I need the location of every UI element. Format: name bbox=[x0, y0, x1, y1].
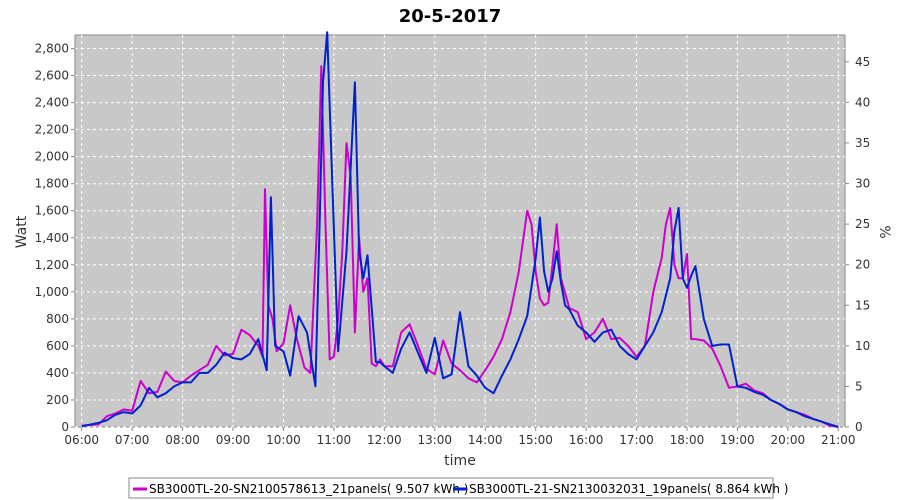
legend-box bbox=[128, 477, 774, 499]
y-tick-label: 0 bbox=[61, 420, 69, 434]
x-axis-title: time bbox=[444, 453, 476, 469]
x-tick-label: 19:00 bbox=[720, 433, 755, 447]
y2-axis: 0 5 10 15 20 25 30 35 40 45 bbox=[845, 55, 870, 434]
y2-tick-label: 25 bbox=[855, 217, 870, 231]
y-tick-label: 600 bbox=[46, 339, 69, 353]
x-tick-label: 11:00 bbox=[317, 433, 352, 447]
y-tick-label: 2,400 bbox=[35, 96, 69, 110]
y-tick-label: 2,800 bbox=[35, 42, 69, 56]
x-tick-label: 08:00 bbox=[165, 433, 200, 447]
plot-area bbox=[74, 34, 846, 428]
x-tick-label: 20:00 bbox=[771, 433, 806, 447]
y2-tick-label: 15 bbox=[855, 298, 870, 312]
y2-tick-label: 35 bbox=[855, 136, 870, 150]
x-tick-label: 18:00 bbox=[670, 433, 705, 447]
series-line-2 bbox=[81, 31, 839, 428]
y2-tick-label: 5 bbox=[855, 379, 863, 393]
y2-tick-label: 20 bbox=[855, 258, 870, 272]
grid bbox=[75, 35, 845, 428]
x-axis: 06:00 07:00 08:00 09:00 10:00 11:00 12:00 13:00… bbox=[64, 427, 856, 447]
y-tick-label: 1,400 bbox=[35, 231, 69, 245]
y2-tick-label: 10 bbox=[855, 339, 870, 353]
x-tick-label: 09:00 bbox=[216, 433, 251, 447]
x-tick-label: 15:00 bbox=[518, 433, 553, 447]
x-tick-label: 10:00 bbox=[266, 433, 301, 447]
y-tick-label: 1,200 bbox=[35, 258, 69, 272]
y-tick-label: 1,600 bbox=[35, 204, 69, 218]
legend: SB3000TL-20-SN2100578613_21panels( 9.507… bbox=[128, 477, 788, 499]
series-lines bbox=[81, 31, 839, 428]
x-tick-label: 14:00 bbox=[468, 433, 503, 447]
y-axis: 0 200 400 600 800 1,000 1,200 1,400 1,600 1,800 2,… bbox=[35, 42, 75, 434]
y-tick-label: 800 bbox=[46, 312, 69, 326]
x-tick-label: 12:00 bbox=[367, 433, 402, 447]
y-tick-label: 400 bbox=[46, 366, 69, 380]
legend-label-1: SB3000TL-20-SN2100578613_21panels( 9.507… bbox=[149, 482, 468, 496]
x-tick-label: 13:00 bbox=[417, 433, 452, 447]
y-tick-label: 200 bbox=[46, 393, 69, 407]
y2-tick-label: 0 bbox=[855, 420, 863, 434]
chart-title: 20-5-2017 bbox=[399, 6, 502, 27]
y-tick-label: 2,000 bbox=[35, 150, 69, 164]
x-tick-label: 21:00 bbox=[821, 433, 856, 447]
x-tick-label: 07:00 bbox=[115, 433, 150, 447]
x-tick-label: 16:00 bbox=[569, 433, 604, 447]
series-line-1 bbox=[81, 65, 839, 428]
x-tick-label: 17:00 bbox=[619, 433, 654, 447]
y2-tick-label: 30 bbox=[855, 177, 870, 191]
y-tick-label: 1,800 bbox=[35, 177, 69, 191]
x-tick-label: 06:00 bbox=[64, 433, 99, 447]
y-tick-label: 2,200 bbox=[35, 123, 69, 137]
legend-label-2: SB3000TL-21-SN2130032031_19panels( 8.864… bbox=[469, 482, 788, 496]
y2-tick-label: 40 bbox=[855, 95, 870, 109]
y2-axis-title: % bbox=[876, 225, 892, 238]
y-tick-label: 2,600 bbox=[35, 69, 69, 83]
y-axis-title: Watt bbox=[14, 215, 30, 248]
y-tick-label: 1,000 bbox=[35, 285, 69, 299]
y2-tick-label: 45 bbox=[855, 55, 870, 69]
